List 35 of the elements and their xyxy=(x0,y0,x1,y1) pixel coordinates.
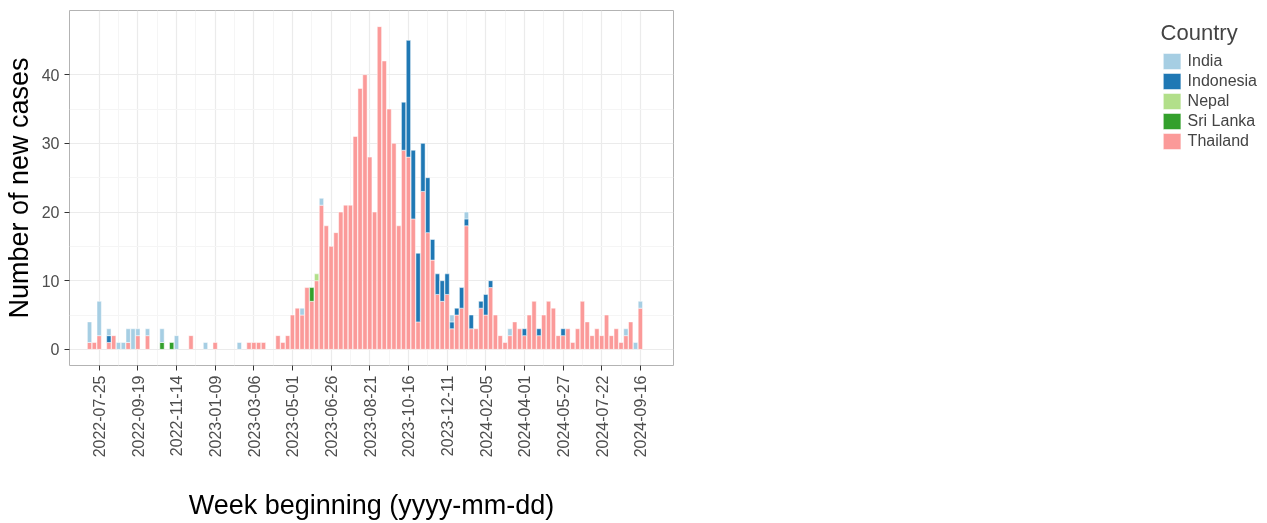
y-tick-label: 0 xyxy=(50,341,60,359)
x-tick-label: 2022-11-14 xyxy=(168,375,186,457)
legend-title: Country xyxy=(1160,20,1239,46)
y-tick-label: 20 xyxy=(41,204,60,222)
x-tick-label: 2022-09-19 xyxy=(129,375,147,458)
x-tick-label: 2024-09-16 xyxy=(632,375,650,458)
bar xyxy=(188,335,194,350)
x-tick-label: 2024-05-27 xyxy=(555,375,573,458)
x-tick-label: 2023-06-26 xyxy=(323,375,341,458)
x-tick-label: 2024-02-05 xyxy=(477,375,495,458)
y-tick-label: 30 xyxy=(41,135,60,153)
x-tick-label: 2022-07-25 xyxy=(91,375,109,458)
x-tick-label: 2023-01-09 xyxy=(207,375,225,458)
legend-label: India xyxy=(1187,51,1223,71)
x-tick-label: 2023-03-06 xyxy=(245,375,263,458)
y-axis-title: Number of new cases xyxy=(3,57,34,319)
x-tick-label: 2023-12-11 xyxy=(439,375,457,457)
legend-label: Thailand xyxy=(1187,131,1249,151)
y-tick-label: 10 xyxy=(41,272,60,290)
bar xyxy=(236,342,242,350)
bar xyxy=(275,335,281,350)
legend-label: Sri Lanka xyxy=(1187,111,1256,131)
legend-label: Nepal xyxy=(1187,91,1230,111)
bar xyxy=(613,328,619,350)
bar xyxy=(246,342,252,350)
x-tick-label: 2023-10-16 xyxy=(400,375,418,458)
legend-label: Indonesia xyxy=(1187,71,1257,91)
x-tick-label: 2023-05-01 xyxy=(284,375,302,458)
bar xyxy=(203,342,208,350)
y-tick-label: 40 xyxy=(41,66,60,84)
x-tick-label: 2023-08-21 xyxy=(361,375,379,458)
x-tick-label: 2024-04-01 xyxy=(516,375,534,458)
x-axis-title: Week beginning (yyyy-mm-dd) xyxy=(188,490,555,521)
x-tick-label: 2024-07-22 xyxy=(593,375,611,458)
bar xyxy=(212,342,218,350)
